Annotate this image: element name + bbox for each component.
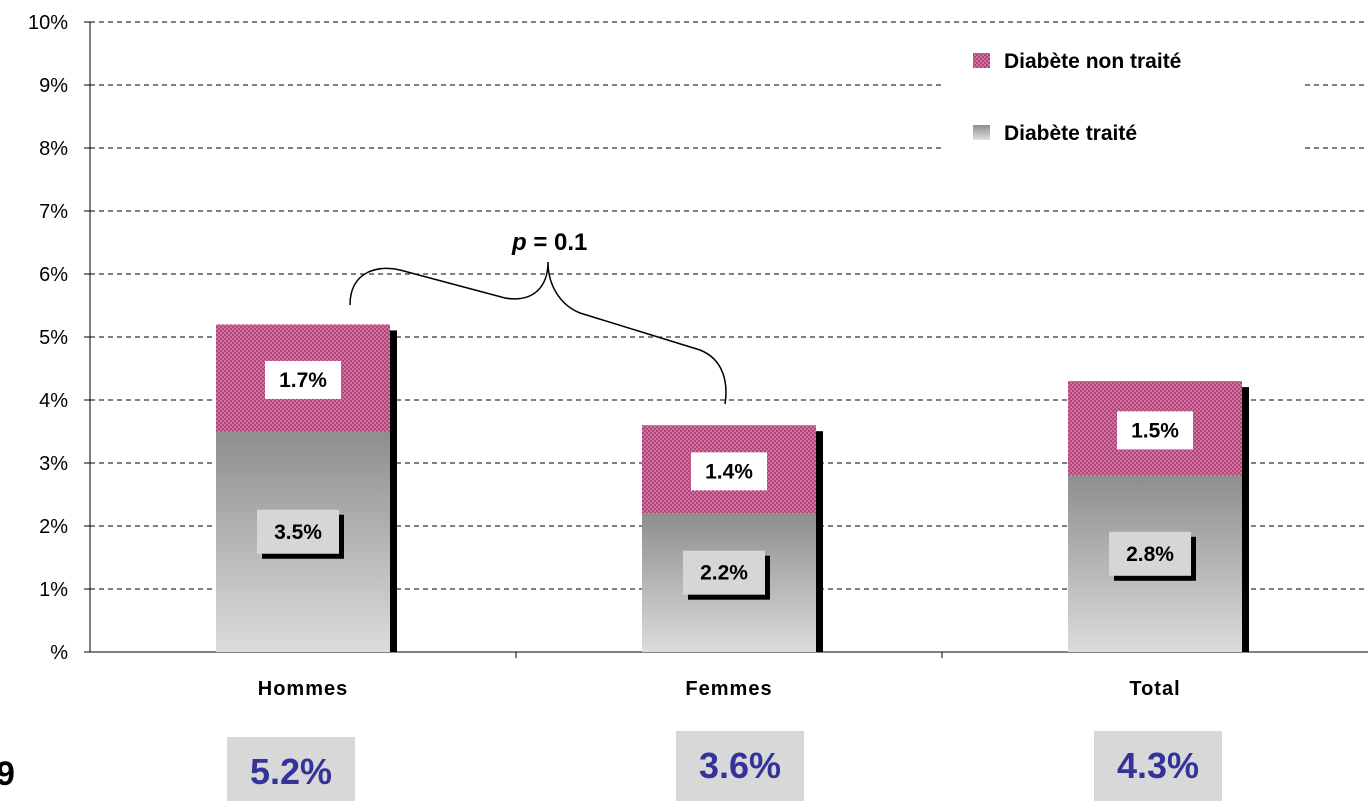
- y-tick-label: 10%: [28, 12, 68, 34]
- p-value-symbol: p: [511, 229, 527, 256]
- y-tick-label: 5%: [39, 327, 68, 349]
- legend: Diabète non traité Diabète traité: [942, 40, 1304, 158]
- total-label-hommes: 5.2%: [250, 751, 332, 792]
- value-label-treated: 3.5%: [274, 521, 322, 544]
- total-badges: 5.2% 3.6% 4.3%: [227, 731, 1222, 801]
- value-label-box: [683, 550, 765, 595]
- p-value-bracket: [349, 261, 727, 405]
- bar-shadow: [390, 330, 397, 652]
- total-badge-total: [1094, 731, 1222, 801]
- bar-shadow: [1242, 387, 1249, 652]
- value-label-box: [257, 509, 339, 554]
- value-label-box: [691, 452, 767, 491]
- value-label-box: [1117, 411, 1193, 450]
- value-label-box: [1109, 531, 1191, 576]
- y-tick-label: 3%: [39, 453, 68, 475]
- data-labels: Hommes 3.5% 1.7% Femmes 2.2% 1.4% Total 2.8% 1.5…: [257, 360, 1196, 700]
- x-category-label: Total: [1129, 678, 1180, 700]
- legend-swatch-untreated: [973, 53, 990, 68]
- legend-swatch-treated: [973, 125, 990, 140]
- total-label-femmes: 3.6%: [699, 745, 781, 786]
- p-value-label: p = 0.1: [511, 229, 587, 256]
- total-label-total: 4.3%: [1117, 745, 1199, 786]
- x-category-label: Femmes: [685, 678, 772, 700]
- y-tick-label: %: [50, 642, 68, 664]
- y-tick-label: 2%: [39, 516, 68, 538]
- y-tick-label: 6%: [39, 264, 68, 286]
- value-label-treated: 2.2%: [700, 562, 748, 585]
- x-category-label: Hommes: [258, 678, 348, 700]
- total-badge-hommes: [227, 737, 355, 801]
- value-label-box: [265, 360, 341, 399]
- y-tick-label: 8%: [39, 138, 68, 160]
- y-tick-label: 7%: [39, 201, 68, 223]
- value-label-untreated: 1.5%: [1131, 419, 1179, 442]
- legend-label-untreated: Diabète non traité: [1004, 50, 1181, 73]
- bar-shadow: [816, 431, 823, 652]
- legend-label-treated: Diabète traité: [1004, 122, 1137, 145]
- value-label-untreated: 1.7%: [279, 369, 327, 392]
- p-value-text: = 0.1: [527, 229, 588, 256]
- y-tick-label: 4%: [39, 390, 68, 412]
- value-label-untreated: 1.4%: [705, 460, 753, 483]
- total-badge-femmes: [676, 731, 804, 801]
- y-tick-label: 1%: [39, 579, 68, 601]
- page-number: 9: [0, 755, 15, 793]
- y-tick-label: 9%: [39, 75, 68, 97]
- value-label-treated: 2.8%: [1126, 543, 1174, 566]
